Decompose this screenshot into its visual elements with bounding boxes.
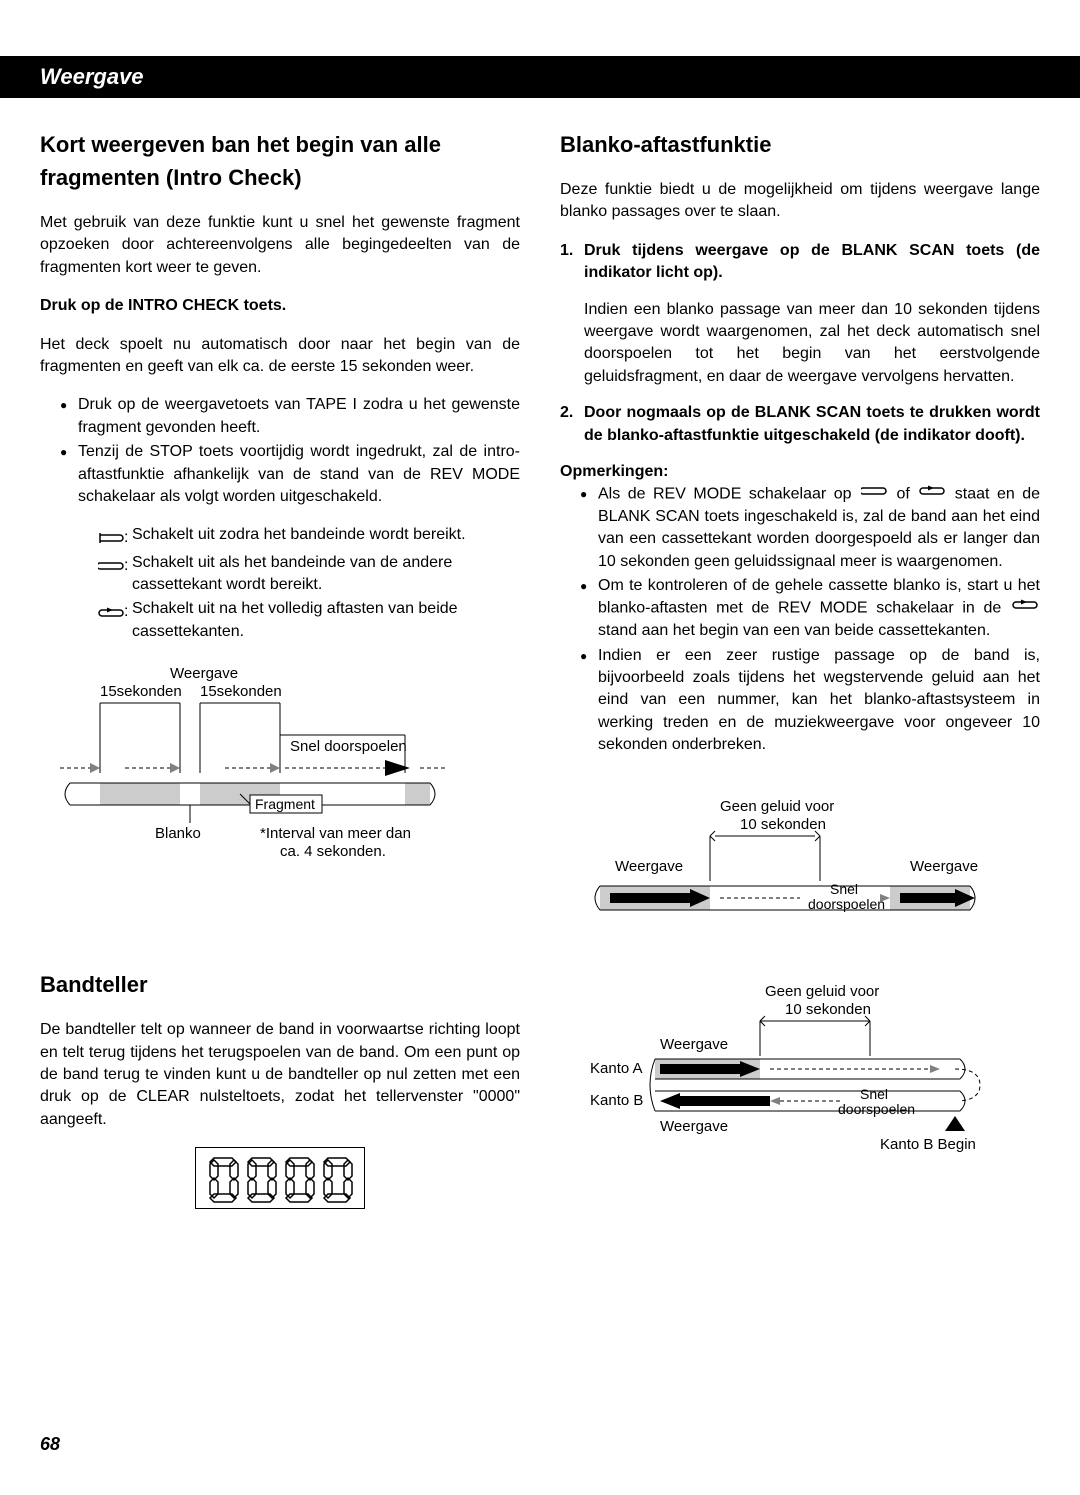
label: Weergave <box>170 665 238 682</box>
svg-text:Kanto B: Kanto B <box>590 1092 643 1109</box>
svg-text:doorspoelen: doorspoelen <box>838 1101 915 1117</box>
svg-text:Snel: Snel <box>860 1086 888 1102</box>
intro-check-desc: Met gebruik van deze funktie kunt u snel… <box>40 212 520 279</box>
svg-text:Snel: Snel <box>830 881 858 897</box>
intro-check-heading: Kort weergeven ban het begin van alle fr… <box>40 128 520 194</box>
both-sides-icon <box>861 483 887 505</box>
step-1: 1. Druk tijdens weergave op de BLANK SCA… <box>560 240 1040 388</box>
svg-text:Weergave: Weergave <box>910 858 978 875</box>
icon-def-row: : Schakelt uit als het bandeinde van de … <box>98 552 520 597</box>
svg-text:Weergave: Weergave <box>660 1118 728 1135</box>
single-side-icon: : <box>98 524 132 549</box>
intro-check-instruction: Druk op de INTRO CHECK toets. <box>40 295 520 317</box>
notes-heading: Opmerkingen: <box>560 463 1040 481</box>
content: Kort weergeven ban het begin van alle fr… <box>0 98 1080 1214</box>
bandteller-desc: De bandteller telt op wanneer de band in… <box>40 1019 520 1131</box>
svg-text:Geen geluid voor: Geen geluid voor <box>765 983 879 1000</box>
note: Indien er een zeer rustige passage op de… <box>580 645 1040 757</box>
loop-icon <box>919 483 945 505</box>
label: *Interval van meer dan <box>260 825 411 842</box>
counter-display <box>40 1147 520 1214</box>
header-bar: Weergave <box>0 56 1080 98</box>
icon-def-row: : Schakelt uit zodra het bandeinde wordt… <box>98 524 520 549</box>
svg-text:10 sekonden: 10 sekonden <box>785 1001 871 1018</box>
blanko-steps: 1. Druk tijdens weergave op de BLANK SCA… <box>560 240 1040 447</box>
label: Fragment <box>255 796 315 812</box>
blanko-diagram-reverse: Geen geluid voor 10 sekonden Weergave Ka… <box>560 981 1040 1176</box>
bullet: Tenzij de STOP toets voortijdig wordt in… <box>60 441 520 508</box>
intro-check-bullets: Druk op de weergavetoets van TAPE I zodr… <box>40 394 520 508</box>
bandteller-heading: Bandteller <box>40 968 520 1001</box>
loop-icon: : <box>98 598 132 623</box>
svg-text:Kanto B Begin: Kanto B Begin <box>880 1136 976 1153</box>
bullet: Druk op de weergavetoets van TAPE I zodr… <box>60 394 520 439</box>
note: Als de REV MODE schakelaar op of staat e… <box>580 483 1040 573</box>
label: Snel doorspoelen <box>290 738 407 755</box>
page-number: 68 <box>40 1434 60 1455</box>
right-column: Blanko-aftastfunktie Deze funktie biedt … <box>560 128 1040 1214</box>
icon-def-row: : Schakelt uit na het volledig aftasten … <box>98 598 520 643</box>
step-2: 2. Door nogmaals op de BLANK SCAN toets … <box>560 402 1040 447</box>
rev-mode-icon-definitions: : Schakelt uit zodra het bandeinde wordt… <box>40 524 520 643</box>
blanko-desc: Deze funktie biedt u de mogelijkheid om … <box>560 179 1040 224</box>
blanko-diagram-single: Geen geluid voor 10 sekonden Weergave We… <box>560 796 1040 951</box>
label: 15sekonden <box>100 683 182 700</box>
both-sides-icon: : <box>98 552 132 577</box>
svg-text:Geen geluid voor: Geen geluid voor <box>720 798 834 815</box>
blanko-heading: Blanko-aftastfunktie <box>560 128 1040 161</box>
svg-text:Kanto A: Kanto A <box>590 1060 643 1077</box>
loop-icon <box>1012 597 1038 619</box>
label: 15sekonden <box>200 683 282 700</box>
notes-list: Als de REV MODE schakelaar op of staat e… <box>560 483 1040 757</box>
page-title: Weergave <box>40 64 1040 90</box>
label: ca. 4 sekonden. <box>280 843 386 860</box>
intro-check-diagram: Weergave 15sekonden 15sekonden Snel door… <box>40 663 520 888</box>
svg-text:10 sekonden: 10 sekonden <box>740 816 826 833</box>
svg-text:Weergave: Weergave <box>615 858 683 875</box>
svg-text:Weergave: Weergave <box>660 1036 728 1053</box>
intro-check-behavior: Het deck spoelt nu automatisch door naar… <box>40 334 520 379</box>
label: Blanko <box>155 825 201 842</box>
svg-text:doorspoelen: doorspoelen <box>808 896 885 912</box>
note: Om te kontroleren of de gehele cassette … <box>580 575 1040 643</box>
left-column: Kort weergeven ban het begin van alle fr… <box>40 128 520 1214</box>
